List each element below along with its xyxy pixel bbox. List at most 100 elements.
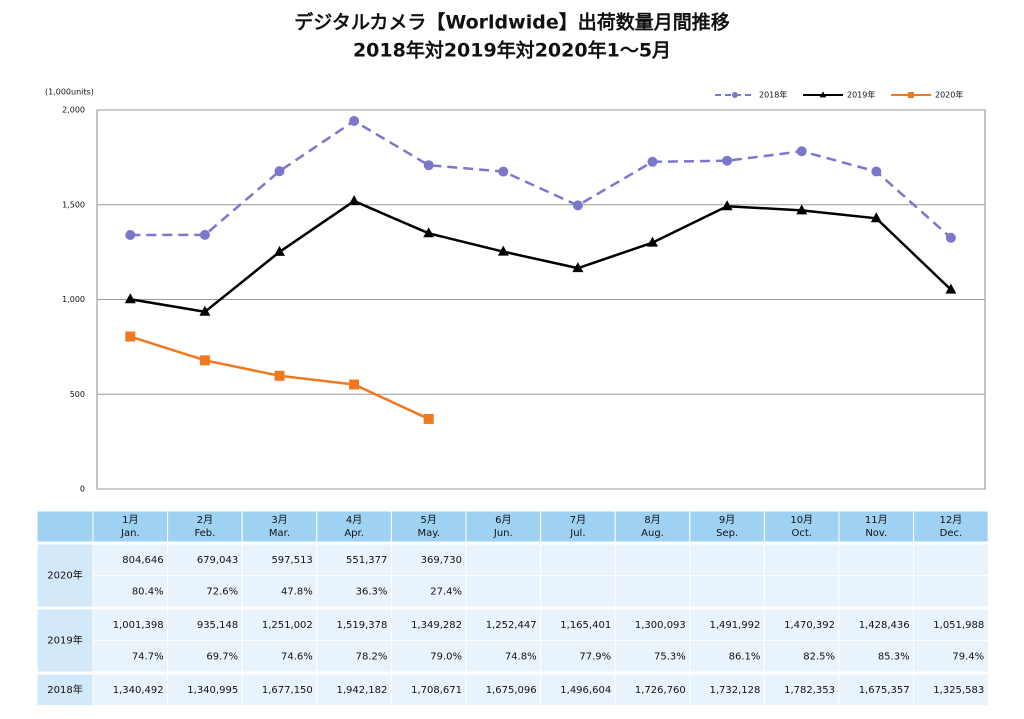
table-header-cell [838, 510, 915, 543]
table-cell [92, 640, 169, 673]
point [423, 227, 435, 238]
point [871, 166, 882, 177]
point [274, 245, 285, 256]
legend-label: 2019年 [847, 90, 875, 100]
table-cell [689, 543, 765, 576]
table-cell-text: 85.3% [878, 651, 910, 662]
table-cell-text: 1,677,150 [262, 685, 313, 696]
table-cell [614, 640, 691, 673]
table-cell [614, 575, 691, 608]
point [722, 155, 733, 166]
table-cell [92, 673, 169, 706]
table-cell-text: 1,470,392 [784, 620, 835, 631]
point [796, 204, 808, 215]
table-header-en: Feb. [194, 528, 215, 539]
point [497, 245, 509, 256]
table-cell [614, 673, 691, 706]
point [647, 236, 658, 247]
table-cell [167, 640, 243, 673]
point [199, 355, 210, 366]
table-cell-text: 1,519,378 [336, 620, 387, 631]
table-cell-text: 74.7% [132, 651, 164, 662]
point [199, 305, 211, 316]
table-cell [92, 608, 169, 641]
table-cell [913, 575, 989, 608]
table-header-cell [763, 510, 840, 543]
table-cell-text: 1,340,995 [187, 685, 238, 696]
table-cell-text: 551,377 [346, 555, 387, 566]
table-cell [838, 640, 915, 673]
table-cell-text: 1,251,002 [262, 620, 313, 631]
table-cell-text: 82.5% [803, 651, 835, 662]
point [348, 195, 360, 206]
table-cell-text: 1,165,401 [560, 620, 611, 631]
y-tick-label: 500 [70, 390, 85, 399]
point [125, 331, 136, 342]
table-cell [167, 673, 243, 706]
table-header-en: Apr. [344, 528, 364, 539]
table-cell-text: 1,340,492 [113, 685, 164, 696]
point [274, 166, 285, 177]
table-cell [689, 608, 765, 641]
table-cell [540, 608, 616, 641]
point [572, 200, 583, 211]
point [124, 293, 136, 304]
table-cell [465, 673, 542, 706]
table-header-ja: 8月 [644, 514, 660, 526]
table-row-label-bg [36, 543, 94, 608]
table-header-ja: 5月 [421, 514, 437, 526]
point [796, 146, 807, 157]
table-cell-text: 47.8% [281, 586, 313, 597]
table-cell [316, 640, 392, 673]
table-cell [838, 673, 915, 706]
table-header-bg [36, 510, 94, 543]
table-cell [913, 673, 989, 706]
table-header-ja: 3月 [271, 514, 287, 526]
table-cell [390, 543, 467, 576]
table-cell [92, 543, 169, 576]
table-cell [689, 673, 765, 706]
subtitle: 2018年対2019年対2020年1～5月 [353, 39, 671, 62]
table-cell [913, 543, 989, 576]
table-header-en: Nov. [865, 528, 887, 539]
table-cell-text: 1,491,992 [709, 620, 760, 631]
table-cell-text: 1,051,988 [933, 620, 984, 631]
table-cell [465, 608, 542, 641]
table-cell [763, 673, 840, 706]
table-cell [390, 608, 467, 641]
table-header-en: Aug. [641, 528, 664, 539]
table-cell-text: 369,730 [421, 555, 462, 566]
table-cell [763, 640, 840, 673]
legend-label: 2020年 [935, 90, 963, 100]
y-tick-label: 1,500 [62, 200, 85, 209]
table-cell-text: 78.2% [356, 651, 388, 662]
table-cell-text: 1,252,447 [486, 620, 537, 631]
table-header-en: Sep. [716, 528, 738, 539]
table-row-label-bg [36, 673, 94, 706]
table-header-en: Jan. [120, 528, 140, 539]
table-cell-text: 75.3% [654, 651, 686, 662]
table-cell-text: 1,942,182 [336, 685, 387, 696]
table-header-en: Mar. [269, 528, 290, 539]
table-header-en: Oct. [791, 528, 811, 539]
table-cell [167, 575, 243, 608]
table-cell-text: 1,782,353 [784, 685, 835, 696]
point [349, 379, 360, 390]
table-row-label: 2019年 [47, 634, 82, 647]
table-cell-text: 27.4% [430, 586, 462, 597]
table-header-ja: 11月 [865, 514, 888, 526]
table-cell-text: 935,148 [197, 620, 238, 631]
table-cell [241, 673, 318, 706]
table-cell [465, 543, 542, 576]
table-cell [540, 673, 616, 706]
table-cell-text: 69.7% [206, 651, 238, 662]
point [423, 413, 434, 424]
table-cell [390, 575, 467, 608]
table-cell-text: 77.9% [579, 651, 611, 662]
table-header-ja: 1月 [122, 514, 138, 526]
legend-marker [732, 92, 738, 98]
table-header-ja: 10月 [790, 514, 813, 526]
table-cell-text: 1,726,760 [635, 685, 686, 696]
table-header-cell [241, 510, 318, 543]
